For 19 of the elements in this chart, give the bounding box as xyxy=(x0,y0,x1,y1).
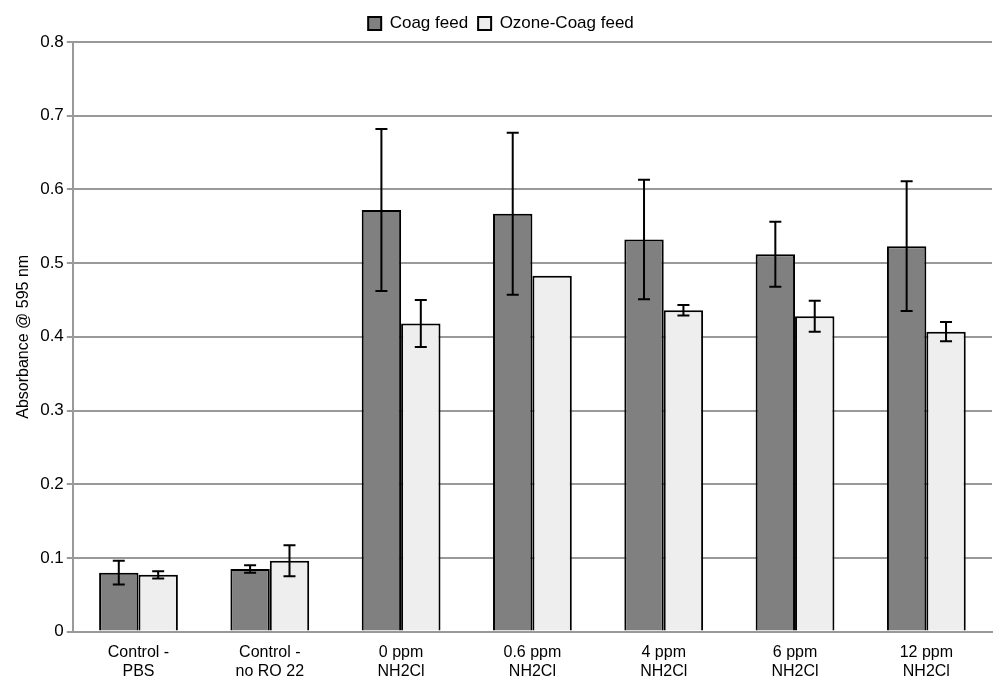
x-tick-label: 0 ppm NH2Cl xyxy=(377,642,425,679)
y-tick-label: 0.5 xyxy=(40,252,64,272)
y-tick-label: 0.3 xyxy=(40,400,64,420)
x-tick-label: Control - no RO 22 xyxy=(235,642,305,679)
y-tick-label: 0.7 xyxy=(40,105,64,125)
x-tick-label: 12 ppm NH2Cl xyxy=(899,642,954,679)
y-tick-label: 0.1 xyxy=(40,547,64,567)
y-tick-label: 0.4 xyxy=(40,326,64,346)
y-tick-label: 0.8 xyxy=(40,31,64,51)
x-tick-label: 4 ppm NH2Cl xyxy=(640,642,688,679)
y-tick-label: 0.6 xyxy=(40,179,64,199)
x-tick-label: 0.6 ppm NH2Cl xyxy=(503,642,562,679)
y-tick-label: 0 xyxy=(54,621,64,641)
legend-label: Ozone-Coag feed xyxy=(499,13,634,33)
x-tick-label: Control - PBS xyxy=(107,642,170,679)
y-axis-title: Absorbance @ 595 nm xyxy=(14,254,32,419)
x-tick-label: 6 ppm NH2Cl xyxy=(771,642,819,679)
legend-label: Coag feed xyxy=(389,13,469,33)
y-tick-label: 0.2 xyxy=(40,473,64,493)
